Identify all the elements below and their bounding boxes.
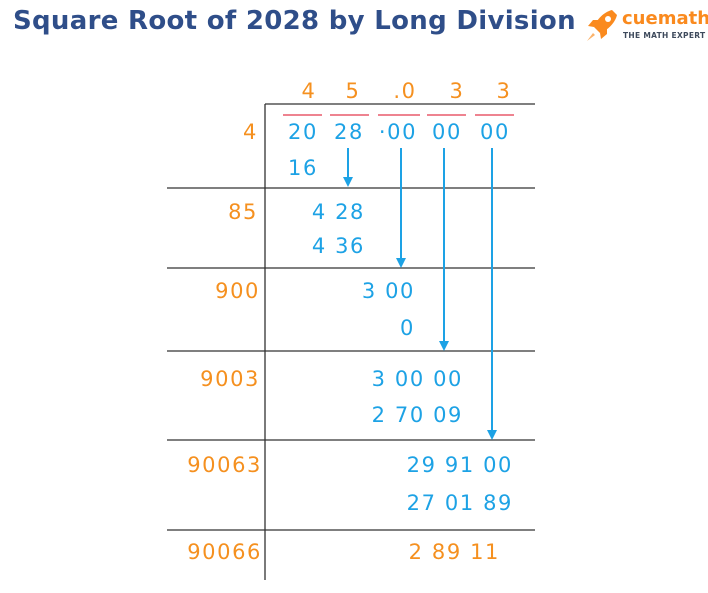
quotient-digit: 5 bbox=[346, 79, 361, 103]
quotient-digit: 3 bbox=[497, 79, 512, 103]
subtract-value: 4 36 bbox=[312, 234, 365, 258]
logo-name: cuemath bbox=[622, 8, 708, 29]
divisor: 90066 bbox=[187, 540, 262, 564]
divisor: 90063 bbox=[187, 453, 262, 477]
rocket-icon bbox=[587, 10, 617, 41]
carry-down-value: 3 00 bbox=[362, 279, 415, 303]
quotient-digit: 4 bbox=[302, 79, 317, 103]
divisor: 900 bbox=[215, 279, 260, 303]
subtract-value: 0 bbox=[400, 316, 415, 340]
logo-tagline: THE MATH EXPERT bbox=[623, 31, 706, 40]
carry-down-value: 4 28 bbox=[312, 200, 365, 224]
subtract-value: 16 bbox=[288, 156, 318, 180]
quotient-digit: .0 bbox=[393, 79, 416, 103]
carry-down-value: 3 00 00 bbox=[372, 367, 463, 391]
dividend-pair: 28 bbox=[334, 120, 364, 144]
dividend-pair: 20 bbox=[288, 120, 318, 144]
dividend-pair: 00 bbox=[432, 120, 462, 144]
carry-down-value: 29 91 00 bbox=[407, 453, 513, 477]
remainder-value: 2 89 11 bbox=[409, 540, 500, 564]
cuemath-logo: cuemath THE MATH EXPERT bbox=[584, 6, 708, 46]
divisor: 9003 bbox=[200, 367, 260, 391]
divisor: 4 bbox=[243, 120, 258, 144]
subtract-value: 2 70 09 bbox=[372, 403, 463, 427]
page-title: Square Root of 2028 by Long Division bbox=[13, 6, 576, 36]
quotient-digit: 3 bbox=[450, 79, 465, 103]
divisor: 85 bbox=[228, 200, 258, 224]
dividend-pair: ·00 bbox=[379, 120, 417, 144]
dividend-pair: 00 bbox=[480, 120, 510, 144]
subtract-value: 27 01 89 bbox=[407, 491, 513, 515]
